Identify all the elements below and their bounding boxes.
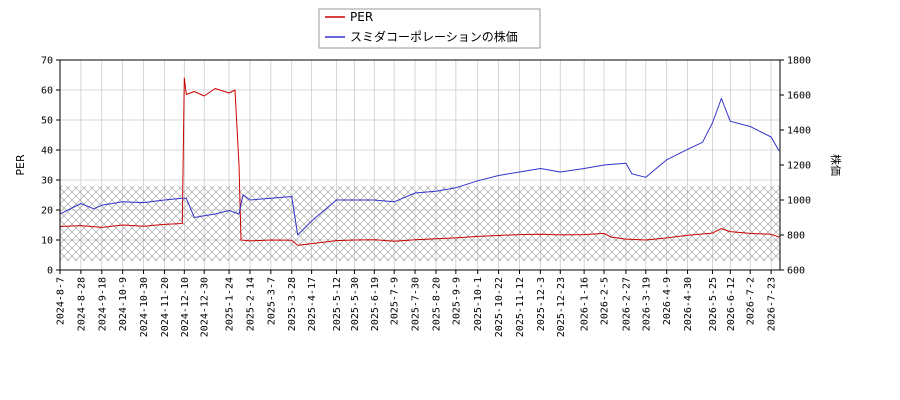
y-axis-left-title: PER: [14, 154, 27, 176]
x-tick-label: 2025-5-12: [332, 277, 343, 331]
y-left-tick-label: 10: [41, 236, 53, 247]
x-tick-label: 2026-4-9: [662, 277, 673, 325]
x-tick-label: 2024-10-9: [118, 277, 129, 331]
x-tick-label: 2025-9-9: [451, 277, 462, 325]
x-tick-label: 2024-11-20: [160, 277, 171, 337]
y-right-tick-label: 800: [787, 231, 805, 242]
y-left-tick-label: 70: [41, 56, 53, 67]
y-right-tick-label: 1000: [787, 196, 811, 207]
x-tick-label: 2025-8-20: [431, 277, 442, 331]
x-tick-label: 2024-10-30: [139, 277, 150, 337]
x-tick-label: 2024-8-7: [56, 277, 67, 325]
x-tick-label: 2025-4-17: [307, 277, 318, 331]
y-right-tick-label: 1800: [787, 56, 811, 67]
x-tick-label: 2026-2-5: [600, 277, 611, 325]
x-tick-label: 2025-5-30: [350, 277, 361, 331]
x-tick-label: 2024-8-28: [76, 277, 87, 331]
y-left-tick-label: 0: [47, 266, 53, 277]
y-left-tick-label: 30: [41, 176, 53, 187]
y-left-tick-label: 20: [41, 206, 53, 217]
y-left-tick-label: 50: [41, 116, 53, 127]
x-tick-label: 2025-3-7: [266, 277, 277, 325]
x-tick-label: 2025-7-30: [411, 277, 422, 331]
x-tick-label: 2026-1-16: [580, 277, 591, 331]
y-right-tick-label: 1200: [787, 161, 811, 172]
x-tick-label: 2024-12-10: [180, 277, 191, 337]
x-tick-label: 2026-5-25: [708, 277, 719, 331]
y-right-tick-label: 600: [787, 266, 805, 277]
x-tick-label: 2025-10-1: [473, 277, 484, 331]
x-tick-label: 2026-6-12: [726, 277, 737, 331]
x-tick-label: 2024-12-30: [200, 277, 211, 337]
legend-label-per: PER: [350, 10, 373, 24]
y-right-tick-label: 1400: [787, 126, 811, 137]
x-tick-label: 2025-3-28: [287, 277, 298, 331]
x-tick-label: 2025-6-19: [370, 277, 381, 331]
x-tick-label: 2026-7-23: [767, 277, 778, 331]
legend-label-price: スミダコーポレーションの株価: [350, 29, 518, 44]
x-tick-label: 2025-1-24: [225, 277, 236, 331]
y-left-tick-label: 40: [41, 146, 53, 157]
x-tick-label: 2025-2-14: [245, 277, 256, 331]
legend-box: [318, 8, 541, 49]
legend: PER スミダコーポレーションの株価: [318, 8, 541, 49]
hatched-band: [60, 186, 780, 261]
x-tick-label: 2025-12-23: [556, 277, 567, 337]
y-left-tick-label: 60: [41, 86, 53, 97]
y-right-tick-label: 1600: [787, 91, 811, 102]
y-axis-right-title: 株価: [829, 154, 843, 176]
x-tick-label: 2026-7-2: [746, 277, 757, 325]
x-tick-label: 2026-3-19: [641, 277, 652, 331]
x-tick-label: 2025-7-9: [390, 277, 401, 325]
x-tick-label: 2026-4-30: [683, 277, 694, 331]
x-tick-label: 2025-11-12: [515, 277, 526, 337]
x-tick-label: 2025-10-22: [494, 277, 505, 337]
x-tick-label: 2025-12-3: [536, 277, 547, 331]
series-line-price: [60, 98, 780, 236]
x-tick-label: 2024-9-18: [97, 277, 108, 331]
series-line-per: [60, 77, 780, 246]
x-tick-label: 2026-2-27: [621, 277, 632, 331]
